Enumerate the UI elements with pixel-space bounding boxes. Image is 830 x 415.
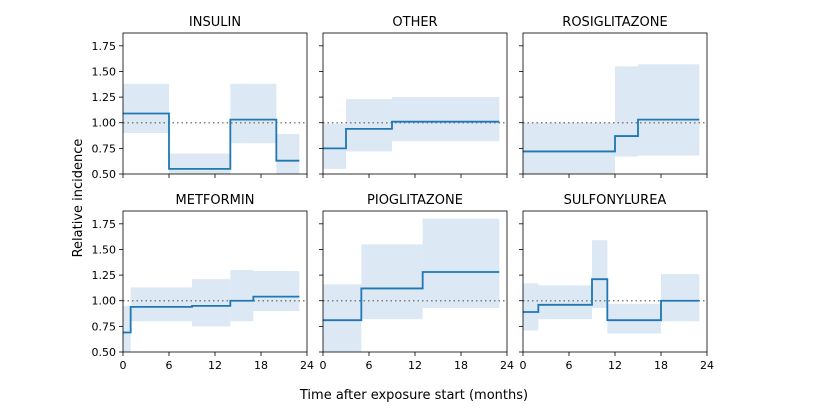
x-tick-label: 12	[208, 359, 222, 372]
relative-incidence-line	[523, 278, 700, 322]
panel-rosiglitazone: ROSIGLITAZONE	[519, 15, 708, 178]
x-tick-label: 18	[654, 359, 668, 372]
x-tick-label: 24	[500, 359, 514, 372]
y-tick-label: 1.75	[92, 40, 117, 53]
confidence-band	[230, 83, 246, 144]
y-tick-label: 1.75	[92, 218, 117, 231]
panel-sulfonylurea: SULFONYLUREA 0 6 12 18 24	[519, 193, 714, 372]
confidence-band	[253, 270, 300, 311]
x-tick-label: 12	[608, 359, 622, 372]
panel-metformin: METFORMIN 0.50 0.75 1.00 1.25 1.50 1.75 0 6 12 18 2…	[92, 193, 315, 372]
x-tick-label: 0	[520, 359, 527, 372]
panel-other: OTHER	[319, 15, 508, 178]
panels-grid: INSULIN 0.50 0.75 1.00 1.25 1.50 1.75 OTHER ROSI…	[92, 15, 715, 372]
confidence-band	[392, 97, 500, 142]
y-tick-label: 0.50	[92, 168, 117, 181]
x-tick-label: 0	[120, 359, 127, 372]
y-axis-label: Relative incidence	[71, 139, 86, 258]
confidence-band	[192, 279, 231, 327]
confidence-band	[230, 269, 254, 322]
x-tick-label: 24	[300, 359, 314, 372]
panel-title: ROSIGLITAZONE	[562, 15, 667, 30]
y-tick-label: 0.50	[92, 346, 117, 359]
panel-title: OTHER	[392, 15, 437, 30]
x-tick-label: 12	[408, 359, 422, 372]
y-tick-label: 1.00	[92, 117, 117, 130]
confidence-band	[592, 240, 608, 308]
confidence-band	[615, 66, 638, 157]
x-tick-label: 0	[320, 359, 327, 372]
confidence-band	[422, 218, 500, 308]
relative-incidence-line	[123, 295, 300, 334]
relative-incidence-line	[323, 120, 500, 150]
confidence-band	[130, 287, 192, 322]
confidence-band	[523, 122, 615, 174]
y-tick-label: 1.25	[92, 269, 117, 282]
y-tick-label: 1.00	[92, 295, 117, 308]
x-tick-label: 24	[700, 359, 714, 372]
x-tick-label: 18	[454, 359, 468, 372]
x-tick-label: 6	[166, 359, 173, 372]
y-tick-label: 0.75	[92, 320, 117, 333]
panel-insulin: INSULIN 0.50 0.75 1.00 1.25 1.50 1.75	[92, 15, 308, 181]
x-tick-label: 6	[566, 359, 573, 372]
confidence-band	[361, 244, 423, 320]
confidence-band	[276, 134, 300, 174]
panel-title: SULFONYLUREA	[564, 193, 667, 208]
panel-title: PIOGLITAZONE	[367, 193, 463, 208]
confidence-band	[346, 99, 392, 152]
confidence-band	[661, 274, 700, 322]
confidence-band	[323, 284, 362, 352]
y-tick-label: 0.75	[92, 142, 117, 155]
confidence-band	[523, 283, 539, 331]
y-tick-label: 1.50	[92, 243, 117, 256]
panel-title: METFORMIN	[176, 193, 255, 208]
relative-incidence-line	[323, 271, 500, 322]
confidence-band	[607, 303, 661, 334]
x-tick-label: 6	[366, 359, 373, 372]
confidence-band	[538, 285, 592, 320]
x-tick-label: 18	[254, 359, 268, 372]
y-tick-label: 1.50	[92, 65, 117, 78]
confidence-band	[123, 305, 131, 352]
panel-title: INSULIN	[189, 15, 241, 30]
confidence-band	[638, 64, 700, 156]
x-axis-label: Time after exposure start (months)	[299, 388, 528, 403]
relative-incidence-line	[123, 112, 300, 170]
confidence-band	[123, 83, 169, 133]
confidence-band	[169, 153, 231, 174]
y-tick-label: 1.25	[92, 91, 117, 104]
confidence-band	[245, 83, 277, 144]
panel-pioglitazone: PIOGLITAZONE 0 6 12 18 24	[319, 193, 514, 372]
relative-incidence-line	[523, 118, 700, 153]
confidence-band	[323, 123, 346, 169]
